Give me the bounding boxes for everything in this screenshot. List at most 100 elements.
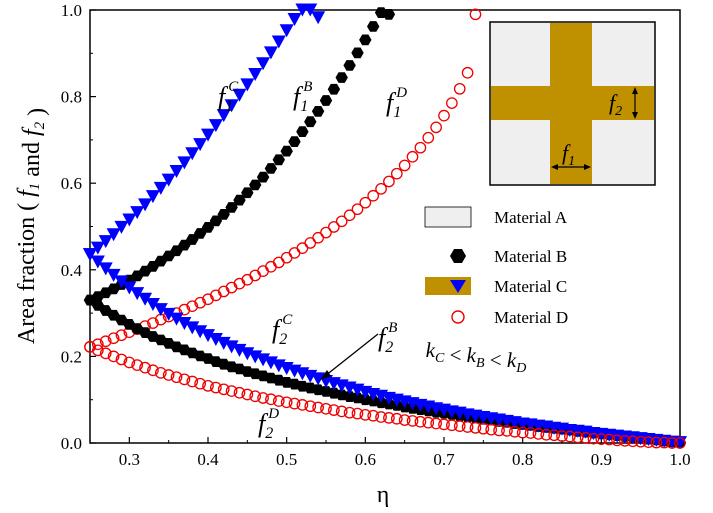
data-point: [272, 154, 285, 166]
data-point: [224, 340, 239, 354]
data-point: [169, 165, 184, 179]
data-point: [98, 262, 113, 276]
inset-f1-label: f1: [562, 140, 575, 169]
inset-f1-arrow-right: [584, 164, 591, 170]
data-point: [461, 66, 474, 79]
data-point: [587, 432, 600, 445]
y-axis-title-part: and: [19, 136, 45, 183]
data-point: [328, 221, 340, 233]
data-point: [178, 239, 191, 251]
data-point: [367, 409, 380, 422]
data-point: [84, 341, 96, 353]
data-point: [225, 385, 238, 397]
data-point: [312, 401, 324, 414]
data-point: [383, 412, 395, 424]
data-point: [210, 381, 222, 394]
data-point: [256, 171, 270, 183]
f2B-arrow-head: [320, 370, 331, 380]
data-point: [201, 128, 215, 142]
data-point: [430, 121, 442, 134]
data-point: [367, 189, 380, 202]
data-point: [603, 433, 616, 446]
y-axis-title-sub: 1: [27, 183, 43, 191]
data-point: [147, 364, 159, 377]
data-point: [83, 248, 97, 262]
data-point: [202, 379, 214, 392]
data-point: [634, 435, 647, 448]
annotation-f2C: f2C: [272, 312, 293, 348]
data-point: [335, 405, 348, 418]
data-point: [390, 167, 403, 180]
data-point: [280, 251, 293, 264]
data-point: [201, 222, 215, 233]
data-point: [90, 255, 105, 269]
data-point: [169, 312, 184, 326]
data-point: [122, 213, 137, 227]
data-point: [193, 228, 207, 239]
data-point: [240, 78, 255, 92]
inset-f2-arrow-top: [632, 87, 638, 94]
data-point: [414, 415, 427, 428]
data-point: [161, 307, 176, 321]
inset-f2-label: f2: [609, 90, 622, 119]
y-axis-title-var: f: [19, 126, 45, 136]
data-point: [390, 412, 403, 425]
y-tick-label: 1.0: [61, 1, 82, 20]
data-point: [122, 281, 137, 295]
data-point: [564, 430, 576, 443]
data-point: [343, 209, 356, 222]
data-point: [145, 297, 160, 311]
data-point: [257, 392, 269, 404]
data-point: [422, 416, 435, 429]
legend-marker-material-b: [450, 249, 466, 263]
data-point: [406, 415, 419, 427]
data-point: [138, 198, 153, 212]
data-point: [311, 11, 326, 25]
data-point: [303, 3, 318, 17]
data-point: [114, 275, 129, 289]
y-axis-title-part: Area fraction (: [14, 197, 40, 344]
data-point: [256, 57, 271, 71]
data-point: [304, 237, 317, 249]
data-point: [406, 150, 419, 163]
data-point: [92, 344, 104, 357]
data-point: [359, 409, 372, 421]
series-material-c-f1: [83, 3, 326, 262]
data-point: [170, 245, 183, 257]
relation-op: <: [444, 343, 466, 367]
legend-label-material-a: Material A: [494, 208, 568, 227]
data-point: [170, 371, 183, 384]
data-point: [287, 13, 302, 27]
legend-swatch-material-a: [424, 206, 472, 228]
data-point: [288, 397, 301, 410]
data-point: [453, 82, 466, 95]
data-point: [241, 388, 254, 401]
annotation-f1D: f1D: [386, 85, 407, 121]
x-tick-label: 0.6: [355, 450, 376, 469]
data-point: [153, 303, 168, 317]
data-point: [453, 420, 466, 432]
f2B-arrow-line: [324, 333, 379, 377]
data-point: [398, 159, 411, 172]
legend-marker-material-d: [451, 310, 465, 324]
data-point: [217, 383, 230, 396]
data-point: [375, 411, 387, 423]
data-point: [217, 209, 230, 220]
data-point: [216, 109, 231, 123]
y-axis-title: Area fraction ( f1 and f2 ): [14, 108, 50, 344]
data-point: [556, 430, 568, 442]
data-point: [138, 292, 153, 306]
x-axis-title: η: [377, 482, 390, 508]
data-point: [131, 359, 144, 371]
x-tick-label: 0.9: [591, 450, 612, 469]
x-tick-label: 0.3: [119, 450, 140, 469]
axis-ticks: 0.3 0.4 0.5 0.6 0.7 0.8 0.9 1.0 0.0 0.2 0.4 0.6 0.8 1…: [61, 1, 691, 469]
data-point: [272, 256, 285, 269]
data-point: [232, 88, 247, 102]
data-point: [225, 202, 238, 213]
data-point: [477, 422, 490, 435]
data-point: [201, 329, 215, 343]
y-axis-title-sub: 2: [32, 121, 48, 129]
data-point: [328, 404, 340, 416]
data-point: [619, 434, 631, 447]
